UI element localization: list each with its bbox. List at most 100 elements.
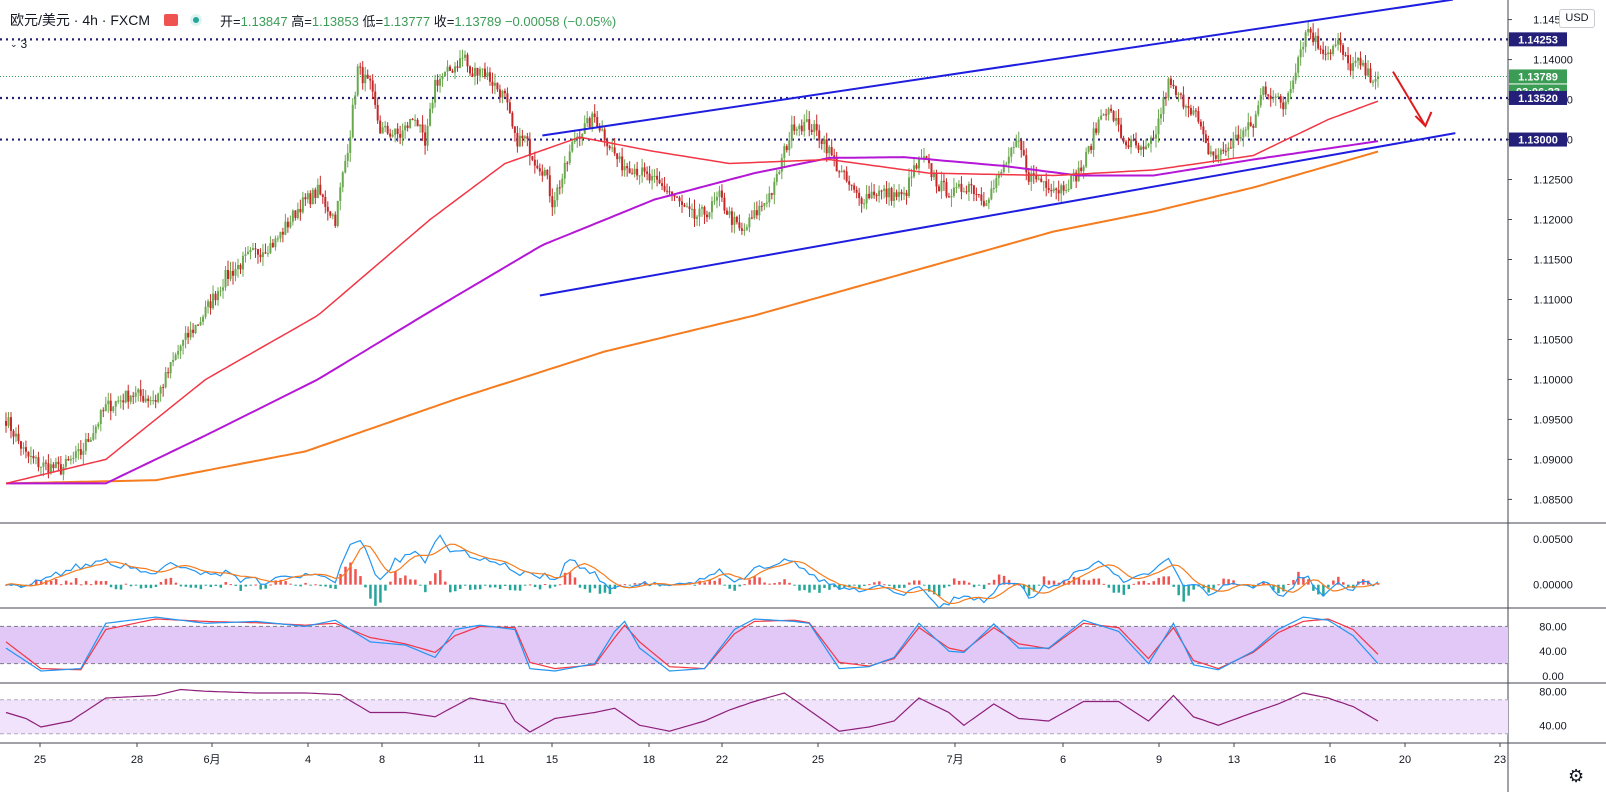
candle-body — [449, 66, 452, 71]
macd-bar — [194, 584, 198, 588]
symbol-title[interactable]: 欧元/美元 · 4h · FXCM — [10, 12, 151, 28]
candle-body — [217, 291, 220, 301]
candle-body — [97, 424, 100, 427]
candle-body — [606, 140, 609, 147]
candle-body — [982, 200, 985, 206]
macd-bar — [269, 584, 272, 586]
candle-body — [1177, 93, 1180, 95]
candle-body — [1115, 118, 1118, 121]
candle-body — [306, 193, 309, 200]
candle-body — [843, 170, 846, 172]
time-tick-label: 28 — [131, 754, 143, 766]
price-tick-label: 1.10000 — [1533, 374, 1573, 386]
ohlc-readout: 开=1.13847 高=1.13853 低=1.13777 收=1.13789 … — [220, 13, 617, 29]
candle-body — [379, 120, 382, 134]
candle-body — [1022, 150, 1025, 156]
macd-bar — [653, 583, 657, 585]
candle-body — [1070, 174, 1073, 189]
candle-body — [1194, 110, 1197, 112]
flag-icon[interactable] — [164, 14, 179, 26]
macd-bar — [199, 584, 203, 590]
candle-body — [44, 462, 47, 464]
macd-bar — [468, 584, 472, 590]
candle-body — [1259, 95, 1262, 106]
candle-body — [638, 175, 641, 177]
macd-bar — [908, 582, 911, 585]
rsi-line — [5, 688, 1379, 733]
macd-bar — [638, 583, 642, 585]
time-tick-label: 13 — [1228, 754, 1240, 766]
candle-body — [616, 153, 619, 160]
macd-bar — [997, 574, 1001, 585]
candle-body — [955, 186, 958, 188]
candle-body — [536, 165, 539, 169]
macd-bar — [344, 566, 347, 585]
candle-body — [279, 231, 282, 239]
candle-body — [249, 249, 252, 253]
macd-bar — [1317, 584, 1320, 595]
candle-body — [528, 138, 531, 157]
candle-body — [628, 168, 631, 174]
candle-body — [1087, 146, 1090, 152]
candle-body — [1337, 39, 1340, 45]
candle-body — [1262, 86, 1265, 96]
candle-body — [202, 316, 205, 322]
candle-body — [888, 188, 891, 198]
candle-body — [855, 189, 858, 193]
macd-bar — [603, 584, 607, 593]
candle-body — [947, 196, 950, 198]
candle-body — [1032, 173, 1035, 176]
open-label: 开 — [220, 13, 234, 29]
candle-body — [521, 135, 524, 139]
candle-body — [1339, 39, 1342, 46]
currency-badge[interactable]: USD — [1559, 9, 1595, 28]
candle-body — [1277, 96, 1280, 98]
macd-bar — [947, 584, 951, 587]
candle-body — [922, 156, 925, 158]
macd-bar — [1122, 584, 1126, 595]
candle-body — [254, 248, 257, 250]
candle-body — [903, 192, 906, 195]
candle-body — [700, 207, 703, 209]
candle-body — [241, 255, 244, 270]
candle-body — [848, 181, 851, 185]
candle-body — [488, 72, 491, 82]
macd-bar — [768, 583, 771, 585]
candle-body — [468, 66, 471, 74]
macd-bar — [972, 584, 976, 588]
candle-body — [1002, 164, 1005, 173]
candle-body — [234, 269, 237, 276]
macd-bar — [1147, 583, 1151, 585]
candle-body — [1364, 62, 1367, 76]
candle-body — [1272, 97, 1275, 100]
candle-body — [873, 191, 876, 196]
candle-body — [431, 102, 434, 109]
gear-icon[interactable]: ⚙ — [1568, 766, 1585, 786]
candle-body — [351, 104, 354, 138]
macd-bar — [259, 584, 262, 590]
macd-signal-line — [5, 543, 1379, 605]
candle-body — [434, 79, 437, 103]
ma-fast-line — [5, 100, 1379, 485]
macd-bar — [139, 584, 143, 589]
macd-bar — [444, 581, 447, 585]
macd-bar — [1117, 584, 1121, 593]
macd-bar — [1112, 584, 1116, 593]
candle-body — [89, 439, 92, 442]
macd-bar — [1007, 579, 1011, 585]
candle-body — [770, 193, 773, 195]
indicator-collapse-toggle[interactable]: ⌄ 3 — [10, 37, 27, 51]
candle-body — [329, 211, 332, 216]
candle-body — [384, 125, 387, 128]
candle-body — [284, 221, 287, 235]
macd-bar — [1037, 584, 1041, 586]
candle-body — [1172, 84, 1175, 87]
price-tick-label: 1.11500 — [1534, 255, 1573, 267]
candle-body — [671, 191, 674, 195]
candle-body — [394, 128, 397, 135]
candle-body — [1189, 107, 1192, 115]
candle-body — [581, 134, 584, 140]
candle-body — [281, 231, 284, 235]
candle-body — [952, 187, 955, 197]
